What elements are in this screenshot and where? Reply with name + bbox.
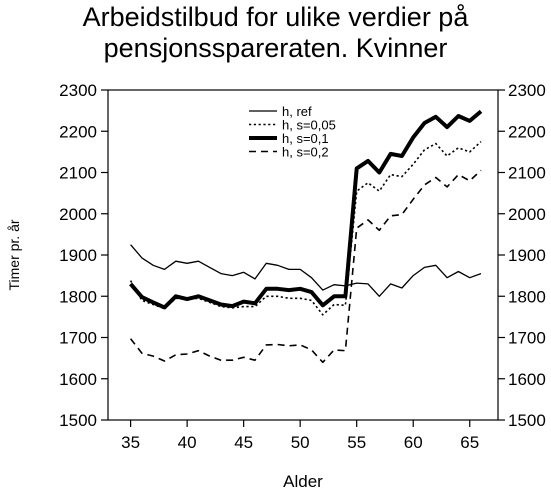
x-tick-label: 60 <box>404 433 423 452</box>
series-lines <box>129 109 483 364</box>
y-tick-label-left: 2100 <box>59 164 97 183</box>
series-line <box>129 109 483 310</box>
y-tick-label-left: 1900 <box>59 246 97 265</box>
x-tick-label: 55 <box>347 433 366 452</box>
y-tick-label-left: 1500 <box>59 411 97 430</box>
x-tick-label: 65 <box>460 433 479 452</box>
legend-label: h, s=0,1 <box>282 131 329 146</box>
x-tick-label: 45 <box>234 433 253 452</box>
x-tick-label: 35 <box>121 433 140 452</box>
x-tick-label: 40 <box>178 433 197 452</box>
series-line <box>129 141 482 316</box>
y-tick-label-left: 2000 <box>59 205 97 224</box>
y-tick-label-left: 2300 <box>59 81 97 100</box>
y-axis-title: Timer pr. år <box>6 219 22 290</box>
y-tick-label-left: 1700 <box>59 329 97 348</box>
y-tick-label-right: 1700 <box>508 329 546 348</box>
y-tick-label-right: 2300 <box>508 81 546 100</box>
x-axis-title: Alder <box>283 472 323 491</box>
legend-label: h, ref <box>282 104 312 119</box>
series-line <box>129 169 482 364</box>
y-tick-label-left: 2200 <box>59 122 97 141</box>
y-tick-label-left: 1600 <box>59 370 97 389</box>
y-tick-label-right: 1900 <box>508 246 546 265</box>
series-line <box>130 244 482 297</box>
legend-label: h, s=0,05 <box>282 118 336 133</box>
legend-label: h, s=0,2 <box>282 145 329 160</box>
y-tick-label-right: 1600 <box>508 370 546 389</box>
y-tick-label-right: 2200 <box>508 122 546 141</box>
y-tick-label-left: 1800 <box>59 287 97 306</box>
y-tick-label-right: 2100 <box>508 164 546 183</box>
x-tick-label: 50 <box>291 433 310 452</box>
axis-ticks: 1500 1500 1600 1600 1700 1700 1800 1800 1900 1900… <box>59 81 546 452</box>
chart-title-line-1: Arbeidstilbud for ulike verdier på <box>82 2 469 32</box>
y-tick-label-right: 1500 <box>508 411 546 430</box>
chart-title-line-2: pensjonssparerate­n. Kvinner <box>103 33 448 63</box>
chart-title: Arbeidstilbud for ulike verdier på pensj… <box>0 2 551 64</box>
y-tick-label-right: 1800 <box>508 287 546 306</box>
y-tick-label-right: 2000 <box>508 205 546 224</box>
